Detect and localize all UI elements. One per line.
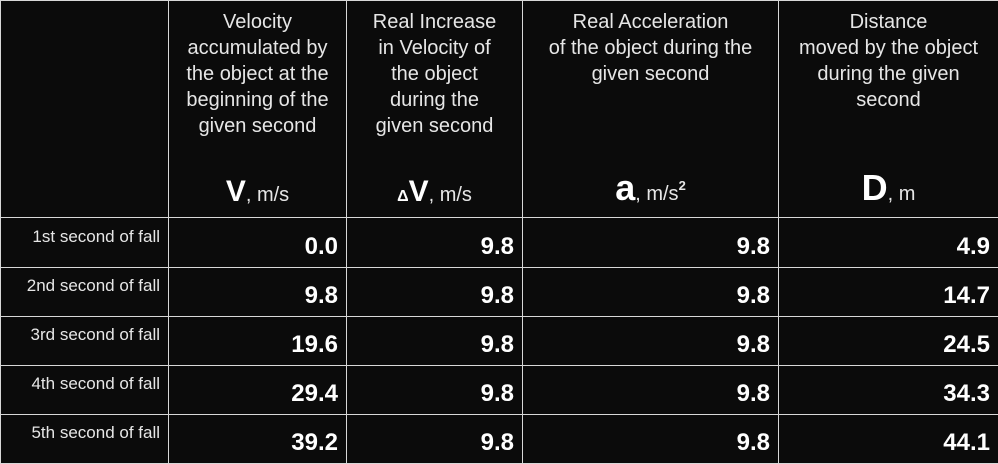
- row-label: 3rd second of fall: [0, 315, 169, 366]
- corner-cell: [0, 0, 169, 219]
- symbol-d: D: [861, 167, 888, 209]
- value-velocity: 39.2: [168, 413, 347, 464]
- value-velocity-increase: 9.8: [346, 364, 523, 415]
- unit-velocity: , m/s: [245, 184, 290, 207]
- column-header-distance: Distance moved by the object during the …: [778, 0, 998, 219]
- column-header-velocity-increase: Real Increase in Velocity of the object …: [346, 0, 523, 219]
- unit-distance: , m: [887, 183, 916, 206]
- unit-acceleration-exponent: 2: [678, 178, 686, 194]
- table-row: 5th second of fall 39.2 9.8 9.8 44.1: [0, 413, 998, 464]
- column-header-distance-text: Distance moved by the object during the …: [799, 11, 978, 111]
- column-header-acceleration-text: Real Acceleration of the object during t…: [548, 11, 753, 85]
- unit-velocity-increase: , m/s: [428, 184, 472, 207]
- value-distance: 44.1: [778, 413, 998, 464]
- value-distance: 24.5: [778, 315, 998, 366]
- row-label: 5th second of fall: [0, 413, 169, 464]
- value-velocity: 19.6: [168, 315, 347, 366]
- column-header-velocity: Velocity accumulated by the object at th…: [168, 0, 347, 219]
- value-velocity-increase: 9.8: [346, 413, 523, 464]
- symbol-a: a: [615, 167, 636, 209]
- row-label: 2nd second of fall: [0, 266, 169, 317]
- row-label-text: 1st second of fall: [32, 226, 160, 246]
- row-label: 1st second of fall: [0, 217, 169, 268]
- value-acceleration: 9.8: [522, 413, 779, 464]
- column-unit-acceleration: a, m/s2: [523, 167, 778, 209]
- value-velocity-increase: 9.8: [346, 217, 523, 268]
- value-velocity-increase: 9.8: [346, 266, 523, 317]
- row-label-text: 5th second of fall: [31, 422, 160, 442]
- table-row: 4th second of fall 29.4 9.8 9.8 34.3: [0, 364, 998, 415]
- unit-acceleration: , m/s: [635, 183, 679, 206]
- value-acceleration: 9.8: [522, 266, 779, 317]
- column-unit-distance: D, m: [779, 167, 998, 209]
- symbol-delta-v: V: [408, 175, 429, 209]
- value-velocity: 29.4: [168, 364, 347, 415]
- column-header-velocity-increase-text: Real Increase in Velocity of the object …: [372, 11, 497, 137]
- value-distance: 4.9: [778, 217, 998, 268]
- column-header-acceleration: Real Acceleration of the object during t…: [522, 0, 779, 219]
- table-row: 3rd second of fall 19.6 9.8 9.8 24.5: [0, 315, 998, 366]
- value-velocity: 0.0: [168, 217, 347, 268]
- table-row: 2nd second of fall 9.8 9.8 9.8 14.7: [0, 266, 998, 317]
- value-acceleration: 9.8: [522, 315, 779, 366]
- value-acceleration: 9.8: [522, 364, 779, 415]
- value-velocity-increase: 9.8: [346, 315, 523, 366]
- value-velocity: 9.8: [168, 266, 347, 317]
- column-header-velocity-text: Velocity accumulated by the object at th…: [186, 11, 329, 137]
- column-unit-velocity: V, m/s: [169, 175, 346, 209]
- value-distance: 34.3: [778, 364, 998, 415]
- delta-symbol: Δ: [397, 188, 409, 206]
- row-label: 4th second of fall: [0, 364, 169, 415]
- table-row: 1st second of fall 0.0 9.8 9.8 4.9: [0, 217, 998, 268]
- row-label-text: 3rd second of fall: [30, 324, 160, 344]
- header-row: Velocity accumulated by the object at th…: [0, 0, 998, 219]
- value-acceleration: 9.8: [522, 217, 779, 268]
- value-distance: 14.7: [778, 266, 998, 317]
- row-label-text: 2nd second of fall: [26, 275, 160, 295]
- row-label-text: 4th second of fall: [31, 373, 160, 393]
- column-unit-velocity-increase: ΔV, m/s: [347, 175, 522, 209]
- symbol-v: V: [225, 175, 246, 209]
